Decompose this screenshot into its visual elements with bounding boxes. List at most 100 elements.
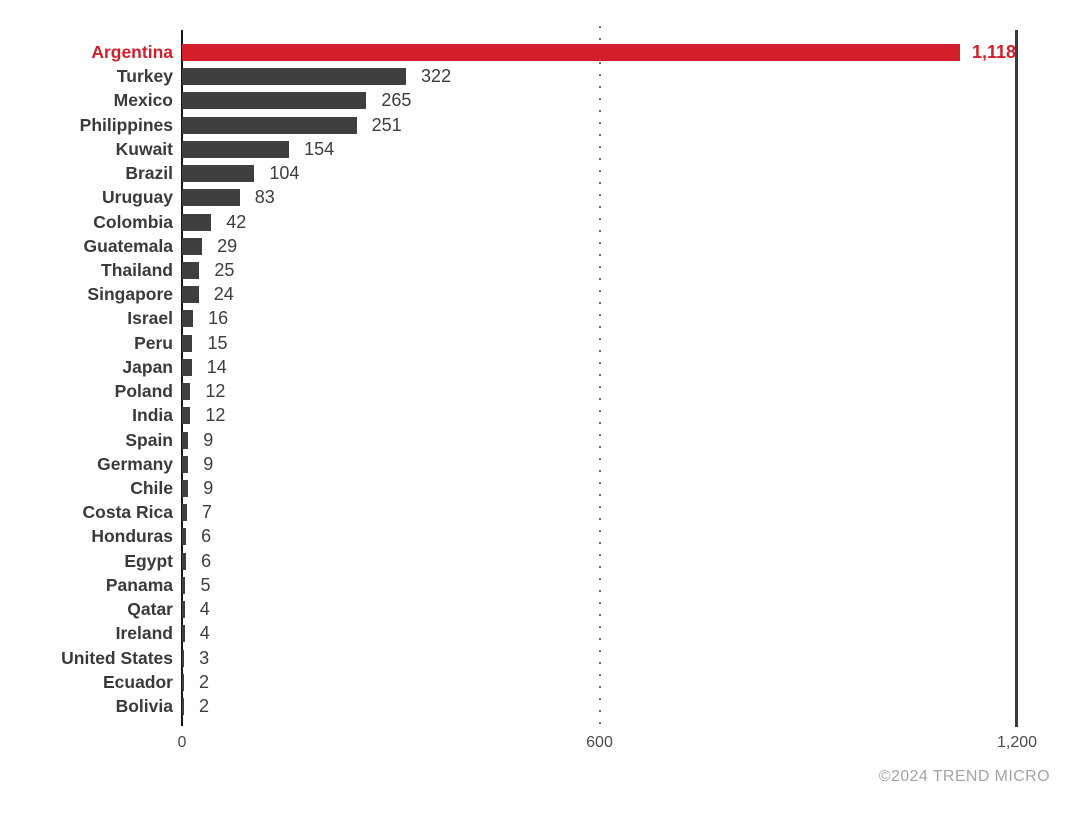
value-label: 9 xyxy=(203,453,214,474)
bar xyxy=(182,286,199,304)
bar-row: Turkey 322 xyxy=(117,66,1017,87)
axis-line-zero xyxy=(181,30,183,726)
value-label: 4 xyxy=(199,623,210,644)
bar-row: Costa Rica 7 xyxy=(83,503,1017,522)
bar-row: Guatemala 29 xyxy=(84,235,1017,256)
bar xyxy=(182,334,193,352)
bar-row: Panama 5 xyxy=(106,574,1017,595)
value-label: 2 xyxy=(199,695,210,716)
bar-row: India 12 xyxy=(132,405,1017,426)
value-label: 265 xyxy=(381,90,412,111)
category-label: Turkey xyxy=(116,66,173,87)
value-label: 14 xyxy=(206,356,227,377)
gridline-1200 xyxy=(1015,30,1018,727)
bar xyxy=(182,310,194,328)
value-label: 251 xyxy=(371,114,402,135)
bar-row: Ireland 4 xyxy=(116,623,1017,644)
value-label: 25 xyxy=(214,259,235,280)
value-label: 12 xyxy=(205,405,226,426)
category-label: Ecuador xyxy=(102,671,173,692)
value-label: 83 xyxy=(254,187,275,208)
bar xyxy=(182,140,290,158)
bar xyxy=(182,625,185,643)
category-label: Argentina xyxy=(91,42,173,62)
bar xyxy=(182,237,203,255)
bar-row: Spain 9 xyxy=(125,429,1017,450)
bar xyxy=(182,165,255,183)
x-tick-label: 0 xyxy=(177,734,187,751)
bar xyxy=(182,649,185,667)
value-label: 4 xyxy=(199,599,210,620)
value-label: 12 xyxy=(205,381,226,402)
bar xyxy=(182,431,189,449)
bar-row: Mexico 265 xyxy=(114,90,1017,111)
bar xyxy=(182,92,367,110)
value-label: 154 xyxy=(304,138,335,159)
bar-row: Philippines 251 xyxy=(80,114,1017,135)
category-label: Panama xyxy=(105,574,173,595)
bar xyxy=(182,383,191,401)
category-label: Guatemala xyxy=(83,235,173,256)
bar-row: Bolivia 2 xyxy=(116,695,1017,716)
category-label: Egypt xyxy=(124,550,173,571)
value-label: 9 xyxy=(203,477,214,498)
bar xyxy=(182,552,187,570)
value-label: 322 xyxy=(421,66,452,87)
bar-row: Singapore 24 xyxy=(87,284,1017,305)
category-label: Costa Rica xyxy=(82,502,173,523)
bar-row: Ecuador 2 xyxy=(103,671,1017,692)
value-label: 42 xyxy=(226,211,247,232)
gridline-600-dotted xyxy=(598,26,601,726)
x-tick-label: 1,200 xyxy=(996,734,1038,751)
category-label: Japan xyxy=(122,356,173,377)
category-label: Qatar xyxy=(127,599,173,620)
category-label: Peru xyxy=(134,332,173,353)
category-label: Thailand xyxy=(101,259,173,280)
bar-row: Honduras 6 xyxy=(91,526,1017,547)
bar-row: Qatar 4 xyxy=(127,599,1017,620)
bar-row: Brazil 104 xyxy=(125,164,1017,183)
bar xyxy=(182,44,960,61)
value-label: 6 xyxy=(201,526,212,547)
bar-row: Peru 15 xyxy=(134,332,1017,353)
bar xyxy=(182,528,187,546)
bar xyxy=(182,601,185,619)
bar xyxy=(182,673,184,691)
bar xyxy=(182,261,200,279)
category-label: Germany xyxy=(97,453,173,474)
bar xyxy=(182,358,192,376)
value-label: 24 xyxy=(213,284,234,305)
bar-row: Germany 9 xyxy=(97,453,1017,474)
bar-row: Kuwait 154 xyxy=(116,138,1017,159)
bar xyxy=(182,504,187,522)
value-label: 15 xyxy=(207,332,228,353)
value-label: 29 xyxy=(217,235,238,256)
copyright-text: ©2024 TREND MICRO xyxy=(878,768,1050,785)
value-label: 2 xyxy=(199,671,210,692)
bar xyxy=(182,189,240,207)
bar xyxy=(182,213,212,231)
category-label: Bolivia xyxy=(115,695,173,716)
bar-row: Japan 14 xyxy=(122,356,1017,377)
category-label: India xyxy=(132,405,173,426)
bar-row: Poland 12 xyxy=(115,381,1017,402)
x-tick-label: 600 xyxy=(586,734,613,751)
bar xyxy=(182,479,189,497)
bar-row: Chile 9 xyxy=(130,477,1017,498)
bar-row: Thailand 25 xyxy=(101,259,1017,280)
bar-row: Egypt 6 xyxy=(124,551,1017,570)
bar-row: Israel 16 xyxy=(127,309,1017,328)
bar-row: Argentina 1,118 xyxy=(91,43,1017,62)
category-label: Honduras xyxy=(91,526,173,547)
bar xyxy=(182,68,407,86)
category-label: Mexico xyxy=(113,90,173,111)
bar xyxy=(182,116,357,134)
category-label: Singapore xyxy=(87,284,173,305)
category-label: United States xyxy=(61,647,173,668)
plot-area: Argentina 1,118 Turkey 322 Mexico 265 Philippi… xyxy=(61,26,1037,751)
bar-row: United States 3 xyxy=(61,648,1017,667)
bar xyxy=(182,455,189,473)
value-label: 5 xyxy=(200,574,211,595)
value-label: 9 xyxy=(203,429,214,450)
